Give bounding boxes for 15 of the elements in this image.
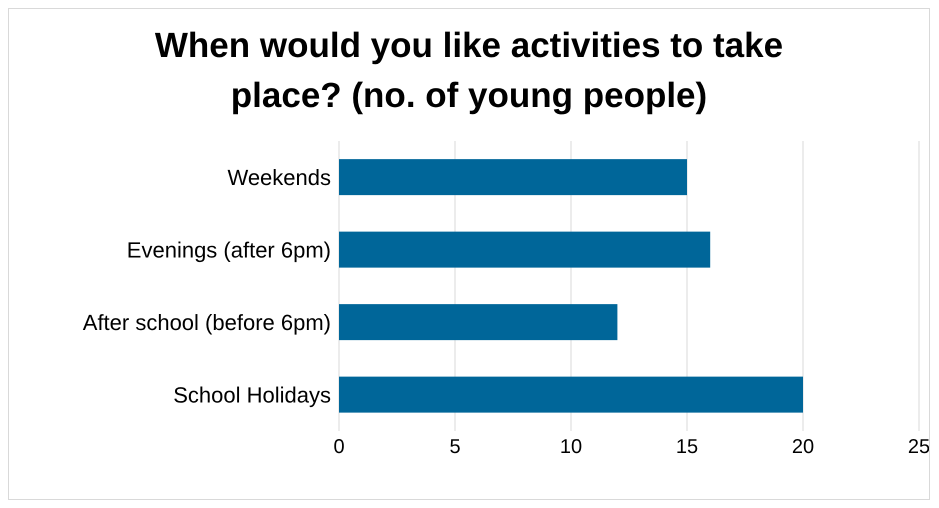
y-tick-label: School Holidays [173, 382, 331, 408]
x-tick-label: 25 [908, 436, 930, 458]
bar [339, 376, 803, 413]
x-tick-label: 10 [560, 436, 582, 458]
bar [339, 159, 687, 196]
y-tick-label: After school (before 6pm) [82, 310, 331, 336]
y-tick-label: Evenings (after 6pm) [126, 238, 331, 263]
bar [339, 232, 710, 268]
y-tick-label: Weekends [227, 165, 331, 190]
x-tick-label: 5 [449, 436, 461, 458]
x-tick-label: 0 [333, 436, 345, 458]
x-tick-label: 15 [676, 436, 698, 458]
x-tick-label: 20 [792, 436, 814, 458]
bar [339, 304, 618, 340]
chart-title: When would you like activities to take place? (no. of young people) [154, 25, 784, 117]
